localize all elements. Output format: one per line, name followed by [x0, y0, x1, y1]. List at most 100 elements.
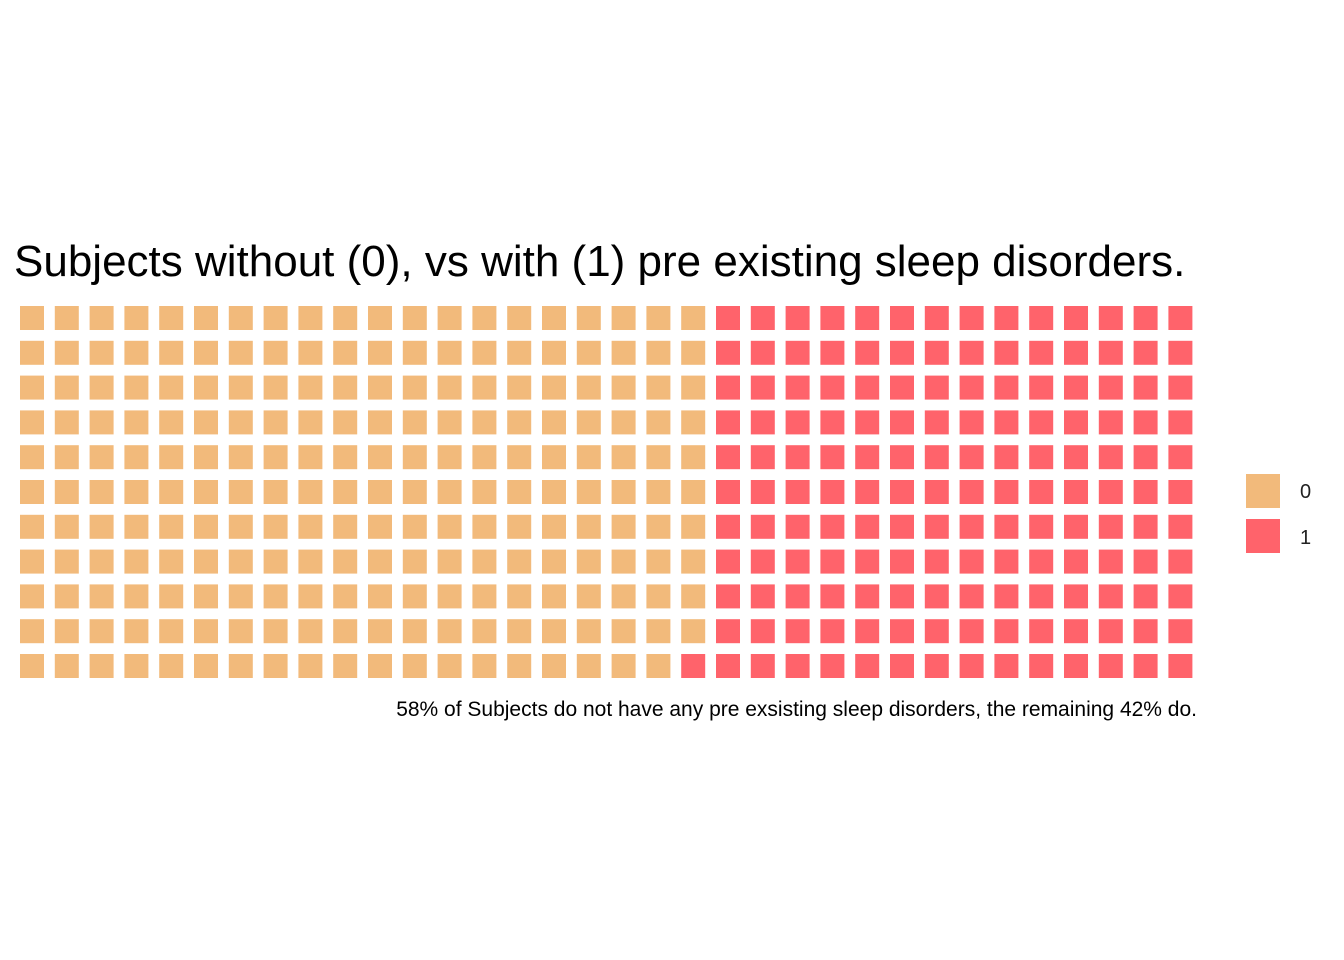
- waffle-cell-0: [159, 619, 184, 644]
- waffle-cell-1: [785, 584, 810, 609]
- waffle-cell-0: [646, 619, 671, 644]
- waffle-cell-0: [54, 375, 79, 400]
- waffle-cell-1: [785, 514, 810, 539]
- waffle-cell-0: [54, 514, 79, 539]
- waffle-cell-1: [750, 514, 775, 539]
- waffle-cell-0: [263, 410, 288, 435]
- waffle-cell-0: [437, 410, 462, 435]
- waffle-cell-0: [507, 480, 532, 504]
- waffle-cell-1: [1029, 514, 1054, 539]
- waffle-cell-0: [507, 410, 532, 435]
- waffle-cell-1: [890, 654, 914, 678]
- waffle-cell-0: [228, 654, 253, 678]
- waffle-cell-0: [681, 480, 706, 504]
- waffle-cell-0: [507, 375, 532, 400]
- waffle-cell-0: [646, 480, 671, 504]
- chart-caption: 58% of Subjects do not have any pre exsi…: [396, 698, 1197, 721]
- waffle-cell-0: [402, 340, 427, 365]
- waffle-cell-0: [54, 549, 79, 574]
- waffle-cell-0: [89, 375, 114, 400]
- waffle-cell-1: [855, 306, 880, 330]
- waffle-cell-0: [20, 480, 44, 504]
- waffle-cell-0: [611, 375, 636, 400]
- waffle-cell-0: [576, 445, 601, 470]
- waffle-cell-1: [1029, 445, 1054, 470]
- waffle-cell-1: [1064, 584, 1088, 609]
- waffle-cell-0: [437, 445, 462, 470]
- waffle-cell-0: [263, 306, 288, 330]
- waffle-cell-0: [646, 549, 671, 574]
- waffle-cell-0: [20, 549, 44, 574]
- waffle-cell-0: [89, 306, 114, 330]
- waffle-cell-1: [1098, 584, 1123, 609]
- waffle-cell-1: [959, 375, 984, 400]
- waffle-cell-1: [820, 584, 845, 609]
- waffle-cell-1: [716, 375, 740, 400]
- waffle-cell-0: [89, 340, 114, 365]
- waffle-cell-0: [124, 480, 149, 504]
- waffle-cell-0: [542, 480, 566, 504]
- waffle-cell-0: [333, 654, 358, 678]
- waffle-cell-1: [855, 549, 880, 574]
- waffle-cell-0: [54, 445, 79, 470]
- waffle-cell-0: [54, 654, 79, 678]
- waffle-cell-0: [437, 480, 462, 504]
- waffle-cell-0: [159, 445, 184, 470]
- waffle-cell-0: [437, 619, 462, 644]
- waffle-cell-1: [855, 584, 880, 609]
- waffle-cell-0: [124, 654, 149, 678]
- waffle-cell-0: [333, 514, 358, 539]
- waffle-cell-0: [194, 375, 218, 400]
- waffle-cell-0: [402, 410, 427, 435]
- waffle-cell-0: [333, 549, 358, 574]
- waffle-cell-1: [750, 619, 775, 644]
- waffle-cell-1: [1168, 410, 1193, 435]
- waffle-cell-0: [576, 410, 601, 435]
- waffle-cell-0: [333, 306, 358, 330]
- waffle-cell-0: [228, 549, 253, 574]
- waffle-cell-1: [1029, 340, 1054, 365]
- waffle-cell-0: [437, 549, 462, 574]
- waffle-cell-0: [368, 654, 392, 678]
- waffle-cell-0: [298, 410, 323, 435]
- waffle-cell-0: [368, 375, 392, 400]
- waffle-cell-1: [924, 514, 949, 539]
- waffle-cell-1: [1029, 584, 1054, 609]
- waffle-cell-1: [994, 306, 1019, 330]
- waffle-cell-1: [890, 584, 914, 609]
- waffle-cell-1: [924, 584, 949, 609]
- waffle-cell-0: [507, 514, 532, 539]
- waffle-cell-0: [402, 445, 427, 470]
- legend-key-0: [1246, 474, 1280, 508]
- waffle-cell-0: [402, 584, 427, 609]
- waffle-cell-0: [402, 480, 427, 504]
- waffle-cell-0: [89, 549, 114, 574]
- waffle-cell-1: [890, 514, 914, 539]
- waffle-cell-1: [820, 375, 845, 400]
- waffle-cell-0: [681, 306, 706, 330]
- waffle-cell-1: [750, 654, 775, 678]
- waffle-cell-1: [1133, 340, 1158, 365]
- waffle-cell-1: [890, 306, 914, 330]
- waffle-cell-0: [333, 584, 358, 609]
- waffle-cell-0: [507, 619, 532, 644]
- waffle-cell-0: [89, 584, 114, 609]
- waffle-cell-1: [994, 445, 1019, 470]
- waffle-cell-0: [194, 619, 218, 644]
- waffle-cell-1: [716, 549, 740, 574]
- waffle-cell-1: [1168, 654, 1193, 678]
- waffle-cell-0: [124, 306, 149, 330]
- waffle-cell-0: [472, 654, 497, 678]
- waffle-cell-0: [576, 306, 601, 330]
- waffle-cell-1: [681, 654, 706, 678]
- waffle-cell-0: [368, 514, 392, 539]
- waffle-cell-1: [1168, 340, 1193, 365]
- waffle-cell-1: [716, 584, 740, 609]
- waffle-cell-1: [959, 410, 984, 435]
- waffle-cell-0: [646, 306, 671, 330]
- waffle-cell-0: [124, 445, 149, 470]
- waffle-cell-0: [263, 654, 288, 678]
- waffle-cell-1: [785, 375, 810, 400]
- legend-label-0: 0: [1300, 481, 1311, 503]
- waffle-cell-1: [750, 410, 775, 435]
